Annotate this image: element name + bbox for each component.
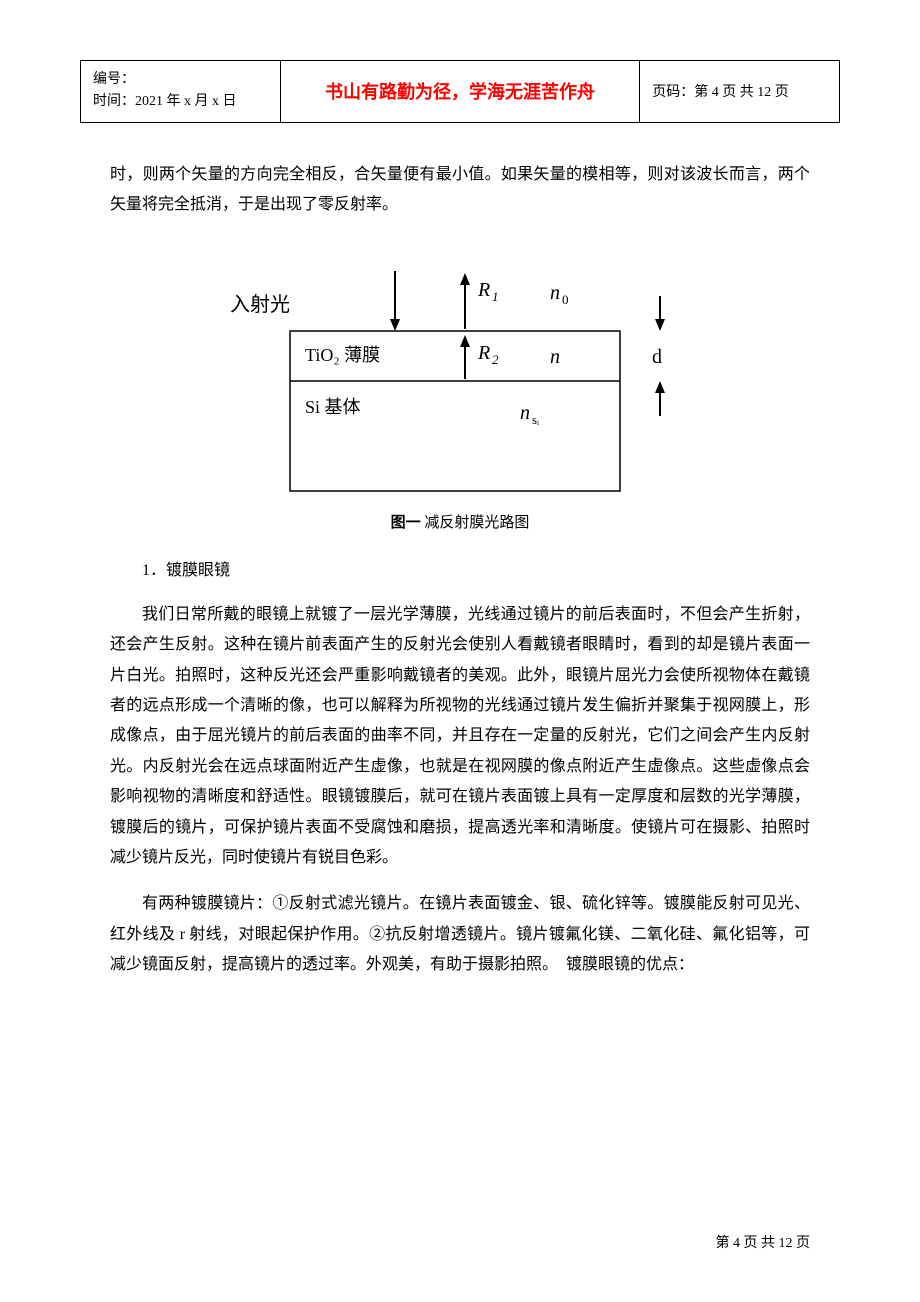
figure-caption-text: 减反射膜光路图 (424, 515, 529, 531)
n0-label: n (550, 282, 560, 304)
n0-sub: 0 (562, 292, 569, 307)
header-left-cell: 编号： 时间：2021 年 x 月 x 日 (81, 61, 281, 123)
ns-label: n (520, 402, 530, 424)
r1-sub: 1 (492, 289, 499, 304)
paragraph-2: 有两种镀膜镜片：①反射式滤光镜片。在镜片表面镀金、银、硫化锌等。镀膜能反射可见光… (110, 889, 810, 980)
film-label: TiO₂ 薄膜 (305, 345, 380, 365)
paragraph-1: 我们日常所戴的眼镜上就镀了一层光学薄膜，光线通过镜片的前后表面时，不但会产生折射… (110, 600, 810, 874)
figure-caption-bold: 图一 (391, 514, 421, 531)
incident-light-label: 入射光 (230, 293, 290, 316)
r2-label: R (477, 342, 490, 364)
diagram-container: 入射光 R 1 R 2 n 0 n n sᵢ d TiO₂ 薄膜 Si 基体 (200, 241, 720, 501)
figure-caption: 图一 减反射膜光路图 (110, 511, 810, 532)
n-label: n (550, 346, 560, 368)
substrate-label: Si 基体 (305, 397, 361, 417)
intro-paragraph: 时，则两个矢量的方向完全相反，合矢量便有最小值。如果矢量的模相等，则对该波长而言… (110, 160, 810, 221)
time-label: 时间：2021 年 x 月 x 日 (93, 91, 268, 113)
serial-label: 编号： (93, 69, 268, 91)
r1-label: R (477, 279, 490, 301)
header-page-label: 页码：第 4 页 共 12 页 (640, 61, 840, 123)
antireflection-diagram: 入射光 R 1 R 2 n 0 n n sᵢ d TiO₂ 薄膜 Si 基体 (220, 241, 700, 501)
section-title: 1．镀膜眼镜 (142, 556, 810, 580)
content-area: 时，则两个矢量的方向完全相反，合矢量便有最小值。如果矢量的模相等，则对该波长而言… (110, 160, 810, 996)
r2-sub: 2 (492, 352, 499, 367)
header-table: 编号： 时间：2021 年 x 月 x 日 书山有路勤为径，学海无涯苦作舟 页码… (80, 60, 840, 123)
ns-sub: sᵢ (532, 412, 540, 427)
d-label: d (652, 346, 662, 368)
header-motto: 书山有路勤为径，学海无涯苦作舟 (280, 61, 639, 123)
footer-page: 第 4 页 共 12 页 (716, 1232, 811, 1252)
